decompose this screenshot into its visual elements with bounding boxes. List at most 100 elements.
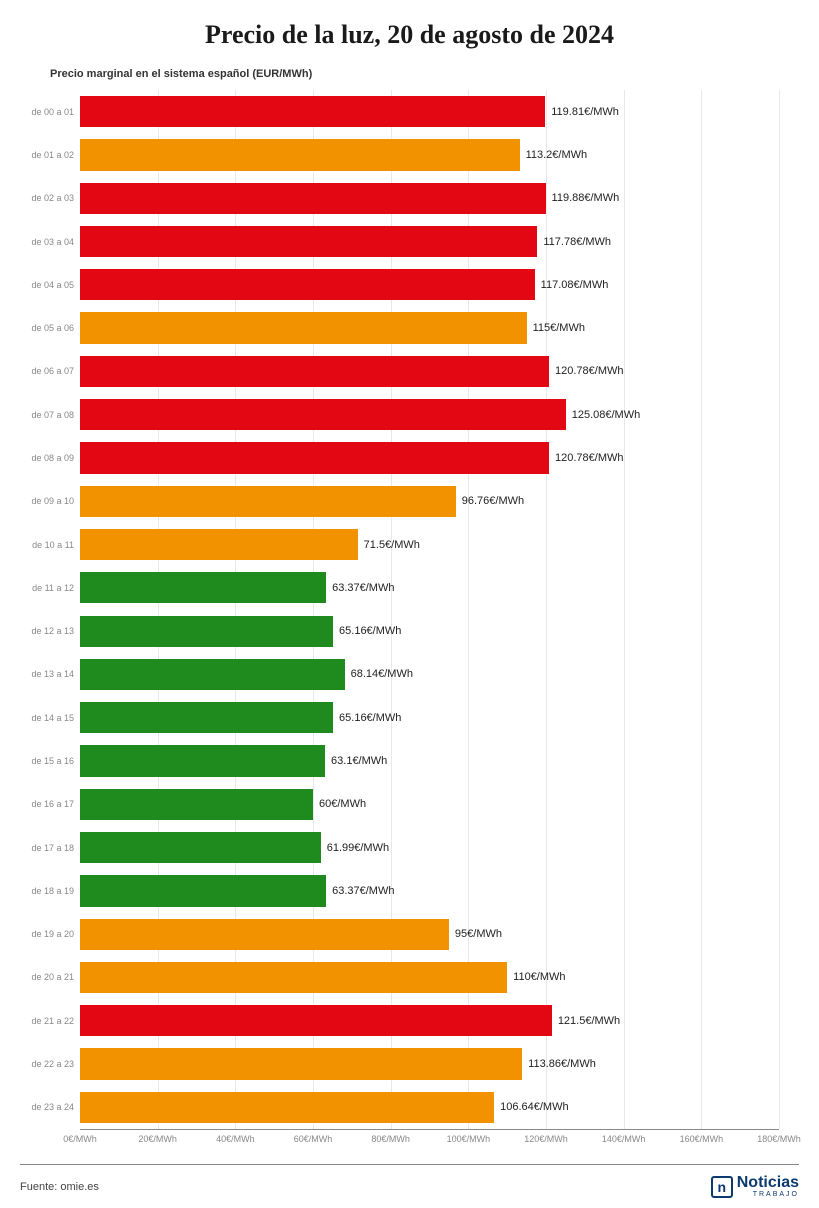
chart-footer: Fuente: omie.es n Noticias TRABAJO bbox=[20, 1164, 799, 1198]
chart-row: de 09 a 1096.76€/MWh bbox=[80, 480, 779, 523]
y-category-label: de 16 a 17 bbox=[31, 799, 74, 809]
bar-value-label: 61.99€/MWh bbox=[327, 842, 389, 854]
bar bbox=[80, 1005, 552, 1036]
bar bbox=[80, 962, 507, 993]
chart-row: de 08 a 09120.78€/MWh bbox=[80, 436, 779, 479]
bar-value-label: 115€/MWh bbox=[533, 322, 585, 334]
y-category-label: de 17 a 18 bbox=[31, 843, 74, 853]
chart-row: de 15 a 1663.1€/MWh bbox=[80, 739, 779, 782]
chart-row: de 14 a 1565.16€/MWh bbox=[80, 696, 779, 739]
bar-value-label: 119.81€/MWh bbox=[551, 106, 619, 118]
chart-row: de 22 a 23113.86€/MWh bbox=[80, 1042, 779, 1085]
x-tick-label: 180€/MWh bbox=[757, 1134, 801, 1144]
y-category-label: de 23 a 24 bbox=[31, 1102, 74, 1112]
y-category-label: de 14 a 15 bbox=[31, 713, 74, 723]
chart-subtitle: Precio marginal en el sistema español (E… bbox=[50, 68, 799, 80]
x-tick-label: 60€/MWh bbox=[294, 1134, 333, 1144]
bar-value-label: 120.78€/MWh bbox=[555, 452, 623, 464]
chart-area: de 00 a 01119.81€/MWhde 01 a 02113.2€/MW… bbox=[80, 90, 779, 1150]
bar-value-label: 60€/MWh bbox=[319, 798, 366, 810]
x-tick-label: 40€/MWh bbox=[216, 1134, 255, 1144]
chart-row: de 12 a 1365.16€/MWh bbox=[80, 610, 779, 653]
bar bbox=[80, 1092, 494, 1123]
x-tick-label: 0€/MWh bbox=[63, 1134, 97, 1144]
chart-row: de 10 a 1171.5€/MWh bbox=[80, 523, 779, 566]
y-category-label: de 06 a 07 bbox=[31, 366, 74, 376]
bar-value-label: 95€/MWh bbox=[455, 928, 502, 940]
bar-value-label: 110€/MWh bbox=[513, 971, 565, 983]
y-category-label: de 02 a 03 bbox=[31, 193, 74, 203]
bar-value-label: 106.64€/MWh bbox=[500, 1101, 568, 1113]
y-category-label: de 18 a 19 bbox=[31, 886, 74, 896]
bar bbox=[80, 442, 549, 473]
chart-row: de 07 a 08125.08€/MWh bbox=[80, 393, 779, 436]
gridline bbox=[779, 90, 780, 1129]
chart-row: de 17 a 1861.99€/MWh bbox=[80, 826, 779, 869]
x-tick-label: 80€/MWh bbox=[371, 1134, 410, 1144]
y-category-label: de 21 a 22 bbox=[31, 1016, 74, 1026]
chart-row: de 05 a 06115€/MWh bbox=[80, 306, 779, 349]
y-category-label: de 05 a 06 bbox=[31, 323, 74, 333]
bar bbox=[80, 789, 313, 820]
bar-value-label: 65.16€/MWh bbox=[339, 625, 401, 637]
publisher-logo: n Noticias TRABAJO bbox=[711, 1175, 799, 1198]
y-category-label: de 03 a 04 bbox=[31, 237, 74, 247]
bar-value-label: 121.5€/MWh bbox=[558, 1015, 620, 1027]
bar-value-label: 113.2€/MWh bbox=[526, 149, 588, 161]
bar-value-label: 63.37€/MWh bbox=[332, 582, 394, 594]
bar-value-label: 120.78€/MWh bbox=[555, 365, 623, 377]
y-category-label: de 12 a 13 bbox=[31, 626, 74, 636]
bar bbox=[80, 832, 321, 863]
x-tick-label: 100€/MWh bbox=[447, 1134, 491, 1144]
bar-value-label: 113.86€/MWh bbox=[528, 1058, 596, 1070]
bar bbox=[80, 139, 520, 170]
logo-text: Noticias TRABAJO bbox=[737, 1175, 799, 1198]
bar bbox=[80, 399, 566, 430]
source-label: Fuente: omie.es bbox=[20, 1181, 99, 1193]
chart-row: de 03 a 04117.78€/MWh bbox=[80, 220, 779, 263]
bar bbox=[80, 745, 325, 776]
bar bbox=[80, 919, 449, 950]
chart-row: de 13 a 1468.14€/MWh bbox=[80, 653, 779, 696]
x-tick-label: 20€/MWh bbox=[138, 1134, 177, 1144]
chart-row: de 23 a 24106.64€/MWh bbox=[80, 1086, 779, 1129]
y-category-label: de 01 a 02 bbox=[31, 150, 74, 160]
chart-row: de 01 a 02113.2€/MWh bbox=[80, 133, 779, 176]
y-category-label: de 00 a 01 bbox=[31, 107, 74, 117]
chart-row: de 04 a 05117.08€/MWh bbox=[80, 263, 779, 306]
chart-row: de 06 a 07120.78€/MWh bbox=[80, 350, 779, 393]
logo-sub-text: TRABAJO bbox=[737, 1191, 799, 1198]
x-tick-label: 160€/MWh bbox=[680, 1134, 724, 1144]
y-category-label: de 10 a 11 bbox=[32, 540, 74, 550]
bar bbox=[80, 702, 333, 733]
y-category-label: de 20 a 21 bbox=[31, 972, 74, 982]
chart-row: de 16 a 1760€/MWh bbox=[80, 783, 779, 826]
x-axis: 0€/MWh20€/MWh40€/MWh60€/MWh80€/MWh100€/M… bbox=[80, 1130, 779, 1150]
bar-value-label: 117.78€/MWh bbox=[543, 236, 611, 248]
logo-main-text: Noticias bbox=[737, 1175, 799, 1191]
bar bbox=[80, 312, 527, 343]
y-category-label: de 13 a 14 bbox=[31, 669, 74, 679]
bar bbox=[80, 269, 535, 300]
bar bbox=[80, 572, 326, 603]
chart-row: de 00 a 01119.81€/MWh bbox=[80, 90, 779, 133]
chart-row: de 02 a 03119.88€/MWh bbox=[80, 177, 779, 220]
x-tick-label: 120€/MWh bbox=[524, 1134, 568, 1144]
bar-value-label: 63.37€/MWh bbox=[332, 885, 394, 897]
logo-mark-icon: n bbox=[711, 1176, 733, 1198]
x-tick-label: 140€/MWh bbox=[602, 1134, 646, 1144]
bar bbox=[80, 356, 549, 387]
y-category-label: de 15 a 16 bbox=[31, 756, 74, 766]
bar-value-label: 117.08€/MWh bbox=[541, 279, 609, 291]
bar bbox=[80, 659, 345, 690]
bar bbox=[80, 96, 545, 127]
chart-row: de 19 a 2095€/MWh bbox=[80, 913, 779, 956]
y-category-label: de 22 a 23 bbox=[31, 1059, 74, 1069]
bar bbox=[80, 529, 358, 560]
chart-row: de 11 a 1263.37€/MWh bbox=[80, 566, 779, 609]
y-category-label: de 08 a 09 bbox=[31, 453, 74, 463]
bar bbox=[80, 226, 537, 257]
bar-value-label: 125.08€/MWh bbox=[572, 409, 640, 421]
bar bbox=[80, 616, 333, 647]
chart-row: de 18 a 1963.37€/MWh bbox=[80, 869, 779, 912]
